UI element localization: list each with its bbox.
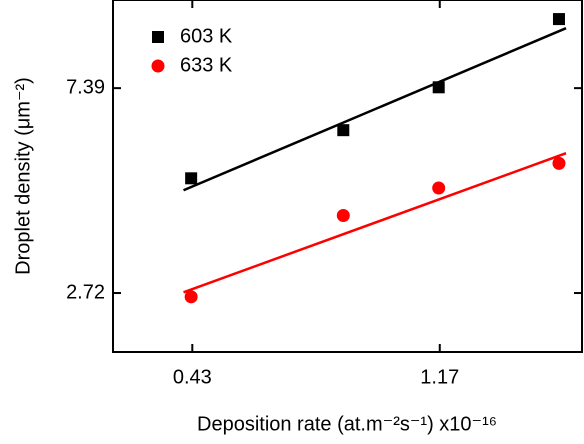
marker: [151, 59, 165, 73]
plot-frame: [112, 0, 583, 353]
marker: [432, 181, 446, 195]
legend-label: 603 K: [180, 25, 233, 47]
marker: [337, 124, 350, 137]
x-axis-label: Deposition rate (at.m⁻²s⁻¹) x10⁻¹⁶: [197, 413, 497, 435]
marker: [185, 172, 198, 185]
marker: [184, 290, 198, 304]
marker: [432, 81, 445, 94]
y-tick-label: 2.72: [66, 281, 105, 303]
marker: [552, 156, 566, 170]
marker: [552, 13, 565, 26]
fit-line: [183, 27, 567, 192]
legend-label: 633 K: [180, 54, 233, 76]
marker: [336, 209, 350, 223]
y-tick-label: 7.39: [66, 76, 105, 98]
x-tick-label: 0.43: [173, 366, 212, 388]
marker: [152, 31, 164, 43]
x-tick-label: 1.17: [420, 366, 459, 388]
y-axis-label: Droplet density (μm⁻²): [12, 77, 34, 275]
fit-line: [183, 152, 567, 294]
